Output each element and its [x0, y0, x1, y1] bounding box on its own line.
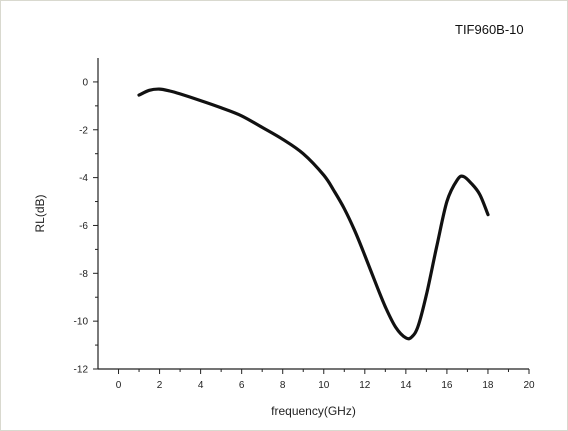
y-tick-label: 0	[82, 77, 88, 88]
y-tick-label: -12	[74, 365, 89, 376]
y-tick-label: -10	[74, 317, 89, 328]
y-tick-label: -8	[79, 269, 88, 280]
x-tick-label: 20	[523, 380, 535, 391]
y-tick-label: -6	[79, 221, 88, 232]
x-tick-label: 6	[239, 380, 245, 391]
x-tick-label: 2	[157, 380, 163, 391]
y-ticks: 0 -2 -4 -6 -8 -10 -12	[74, 77, 98, 376]
x-ticks: 0 2 4 6 8 10 12 14 16 18 20	[116, 369, 535, 391]
x-tick-label: 16	[441, 380, 453, 391]
x-tick-label: 0	[116, 380, 122, 391]
chart-axes	[97, 58, 529, 370]
y-axis-label: RL(dB)	[33, 194, 47, 232]
figure-tag: TIF960B-10	[455, 22, 524, 37]
y-tick-label: -2	[79, 125, 88, 136]
series-line	[137, 87, 490, 341]
x-tick-label: 18	[482, 380, 494, 391]
x-axis-label: frequency(GHz)	[271, 404, 356, 418]
x-tick-label: 12	[359, 380, 371, 391]
x-tick-label: 14	[400, 380, 412, 391]
y-tick-label: -4	[79, 173, 88, 184]
x-tick-label: 10	[318, 380, 330, 391]
x-tick-label: 4	[198, 380, 204, 391]
x-tick-label: 8	[280, 380, 286, 391]
